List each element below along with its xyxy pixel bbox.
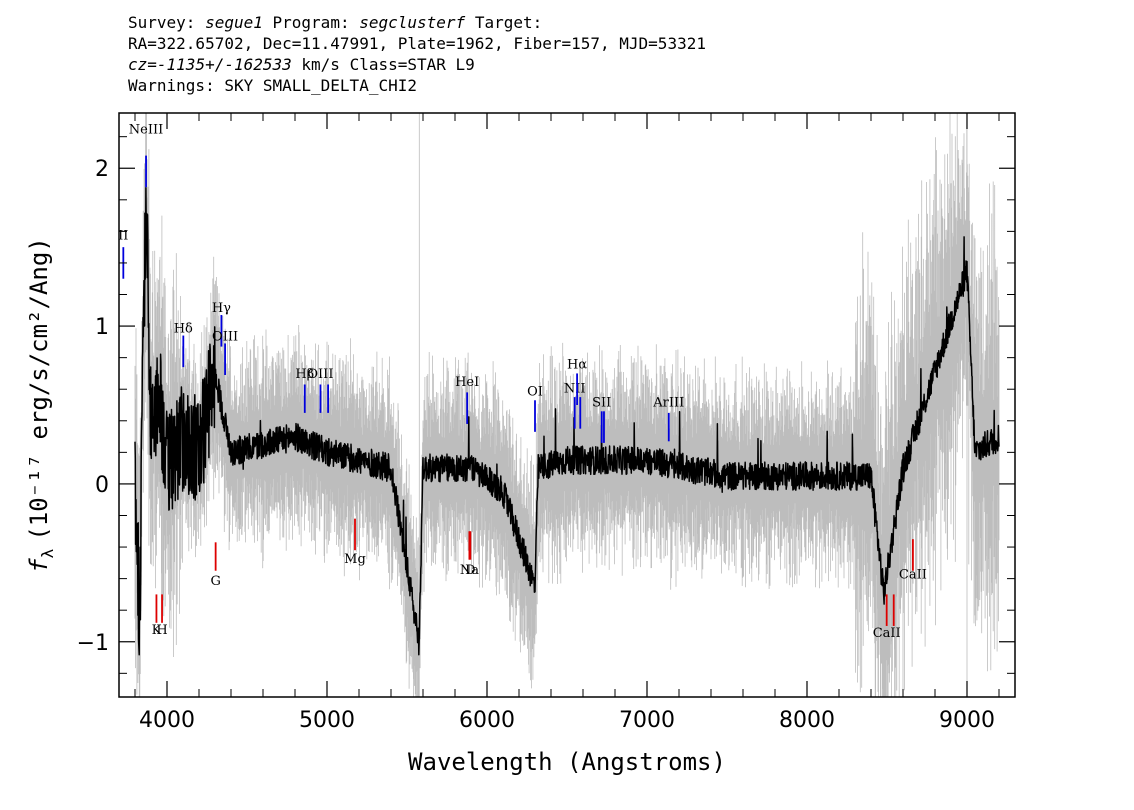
target-label: Target: [474,13,543,32]
emission-line-label: Hγ [212,301,231,316]
header-line-coordinates: RA=322.65702, Dec=11.47991, Plate=1962, … [128,34,706,53]
survey-value: segue1 [205,13,263,32]
emission-line-label: Hβ [295,367,314,382]
emission-line-label: HeI [455,375,479,390]
x-tick-label: 5000 [299,708,355,733]
header-line-survey: Survey: segue1 Program: segclusterf Targ… [128,12,706,33]
emission-line-label: II [118,228,128,243]
spectrum-header: Survey: segue1 Program: segclusterf Targ… [128,12,706,96]
absorption-line-label: Na [460,563,479,578]
x-tick-label: 4000 [139,708,195,733]
y-label-sub: λ [38,548,57,558]
absorption-line-label: D [465,563,475,578]
emission-line-label: ArIII [652,396,684,411]
cz-label: cz= [128,55,157,74]
emission-line-label: OI [527,385,543,400]
y-tick-label: 0 [95,473,109,498]
absorption-line-label: H [156,623,167,638]
y-tick-label: 1 [95,315,109,340]
header-line-warnings: Warnings: SKY SMALL_DELTA_CHI2 [128,76,417,95]
y-axis-label: fλ (10⁻¹⁷ erg/s/cm²/Ang) [25,237,57,573]
absorption-line-label: G [210,574,220,589]
axes: 4000 5000 6000 7000 8000 9000 −1 0 1 2 [77,113,1015,733]
absorption-line-label: CaII [873,626,901,641]
y-tick-label: −1 [77,631,109,656]
x-tick-label: 9000 [939,708,995,733]
x-axis-label: Wavelength (Angstroms) [408,748,726,776]
x-tick-label: 6000 [459,708,515,733]
emission-line-label: SII [592,396,611,411]
plot-frame [118,112,1016,698]
emission-line-label: Hδ [174,321,193,336]
class-text: km/s Class=STAR L9 [291,55,475,74]
emission-line-label: NII [564,381,586,396]
y-label-f: f [25,558,53,573]
x-tick-label: 8000 [779,708,835,733]
absorption-line-label: Mg [344,552,366,567]
emission-line-label: OIII [212,329,238,344]
absorption-line-label: CaII [899,568,927,583]
program-value: segclusterf [359,13,466,32]
flux-line [134,186,1000,656]
error-band-path [134,113,1000,697]
error-band [134,113,1000,697]
program-label: Program: [272,13,350,32]
absorption-line-label: K [152,623,162,638]
x-tick-label: 7000 [619,708,675,733]
y-label-units: (10⁻¹⁷ erg/s/cm²/Ang) [25,237,53,540]
survey-label: Survey: [128,13,196,32]
cz-value: -1135+/-162533 [156,55,292,74]
emission-line-label: Hα [567,358,587,373]
emission-line-label: OIII [307,367,333,382]
y-tick-label: 2 [95,157,109,182]
flux-series [134,186,1000,656]
header-line-redshift: cz=-1135+/-162533 km/s Class=STAR L9 [128,54,706,75]
emission-line-label: NeIII [129,123,163,138]
